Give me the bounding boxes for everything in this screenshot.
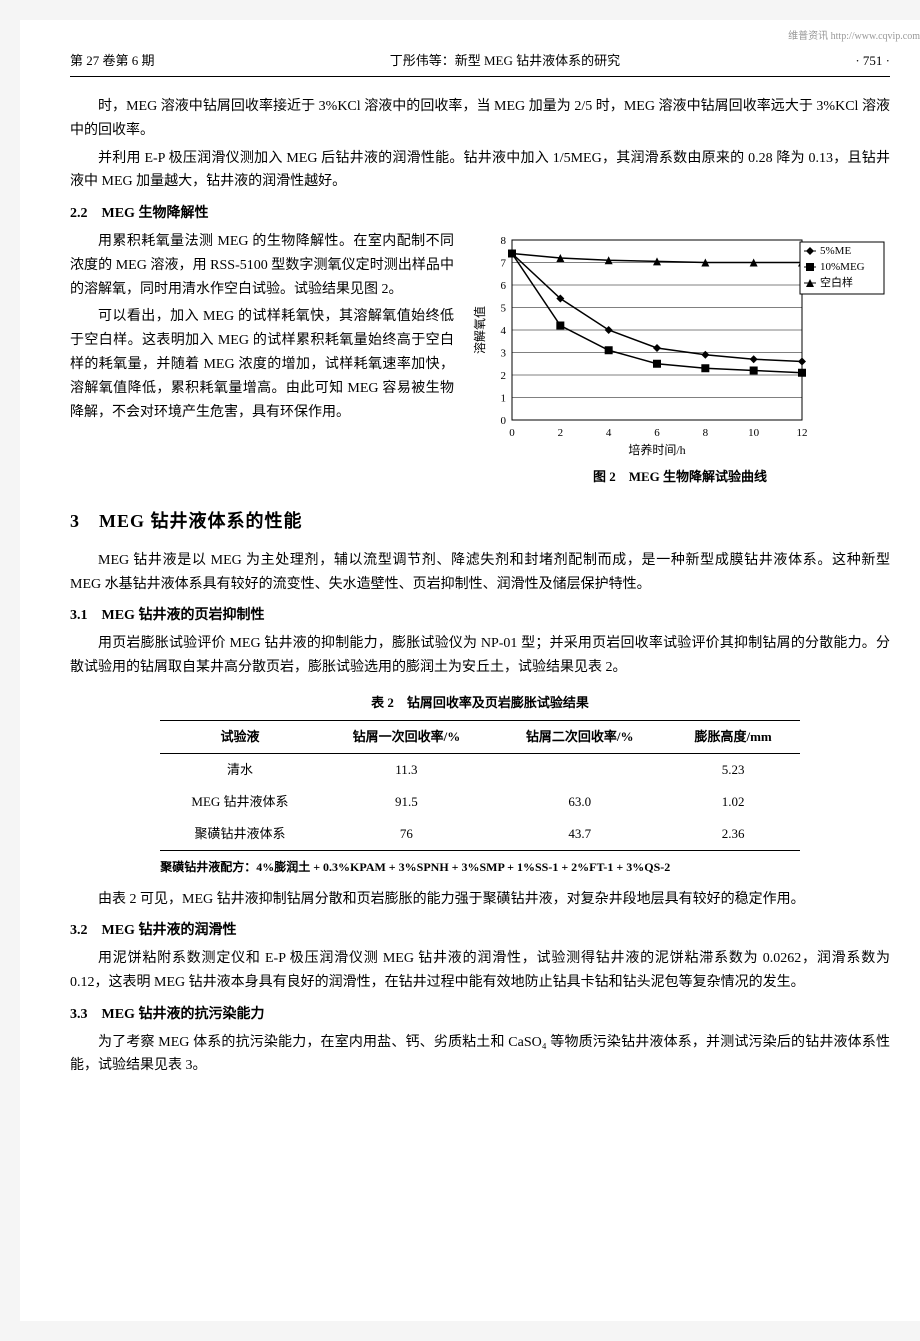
heading-3-1: 3.1 MEG 钻井液的页岩抑制性 (70, 604, 890, 628)
table-cell (493, 753, 666, 786)
s3-intro: MEG 钻井液是以 MEG 为主处理剂，辅以流型调节剂、降滤失剂和封堵剂配制而成… (70, 549, 890, 597)
table-cell: 91.5 (320, 786, 493, 818)
svg-text:12: 12 (797, 427, 808, 439)
table-2: 表 2 钻屑回收率及页岩膨胀试验结果 试验液钻屑一次回收率/%钻屑二次回收率/%… (160, 692, 800, 851)
heading-2-2: 2.2 MEG 生物降解性 (70, 202, 890, 226)
header-left: 第 27 卷第 6 期 (70, 50, 155, 72)
svg-text:空白样: 空白样 (820, 275, 853, 289)
svg-text:5%ME: 5%ME (820, 245, 851, 257)
svg-text:3: 3 (501, 348, 507, 360)
svg-text:10%MEG: 10%MEG (820, 261, 865, 273)
page: 维普资讯 http://www.cqvip.com 第 27 卷第 6 期 丁彤… (20, 20, 920, 1321)
section-2-2-text: 用累积耗氧量法测 MEG 的生物降解性。在室内配制不同浓度的 MEG 溶液，用 … (70, 230, 454, 428)
svg-text:2: 2 (501, 370, 507, 382)
table-row: 清水11.3 5.23 (160, 753, 800, 786)
section-2-2-body: 用累积耗氧量法测 MEG 的生物降解性。在室内配制不同浓度的 MEG 溶液，用 … (70, 230, 890, 488)
svg-text:4: 4 (606, 427, 612, 439)
svg-text:2: 2 (558, 427, 564, 439)
s22-para-1: 用累积耗氧量法测 MEG 的生物降解性。在室内配制不同浓度的 MEG 溶液，用 … (70, 230, 454, 301)
table-cell: 76 (320, 818, 493, 851)
svg-text:4: 4 (501, 325, 507, 337)
svg-text:8: 8 (703, 427, 709, 439)
table-2-col-header: 膨胀高度/mm (666, 720, 799, 753)
table-cell: 11.3 (320, 753, 493, 786)
biodegradation-chart: 012345678024681012培养时间/h溶解氧值5%ME10%MEG空白… (470, 230, 890, 460)
table-cell: 1.02 (666, 786, 799, 818)
table-row: MEG 钻井液体系91.563.01.02 (160, 786, 800, 818)
watermark: 维普资讯 http://www.cqvip.com (788, 28, 920, 45)
figure-2: 012345678024681012培养时间/h溶解氧值5%ME10%MEG空白… (470, 230, 890, 488)
heading-3: 3 MEG 钻井液体系的性能 (70, 506, 890, 537)
table-cell: MEG 钻井液体系 (160, 786, 320, 818)
intro-para-2: 并利用 E-P 极压润滑仪测加入 MEG 后钻井液的润滑性能。钻井液中加入 1/… (70, 147, 890, 195)
table-row: 聚磺钻井液体系7643.72.36 (160, 818, 800, 851)
s33-para: 为了考察 MEG 体系的抗污染能力，在室内用盐、钙、劣质粘土和 CaSO₄ 等物… (70, 1031, 890, 1079)
svg-text:5: 5 (501, 303, 507, 315)
svg-text:6: 6 (654, 427, 660, 439)
running-header: 第 27 卷第 6 期 丁彤伟等：新型 MEG 钻井液体系的研究 · 751 · (70, 50, 890, 77)
table-2-header-row: 试验液钻屑一次回收率/%钻屑二次回收率/%膨胀高度/mm (160, 720, 800, 753)
svg-text:7: 7 (501, 258, 507, 270)
table-2-col-header: 钻屑二次回收率/% (493, 720, 666, 753)
heading-3-2: 3.2 MEG 钻井液的润滑性 (70, 919, 890, 943)
svg-text:0: 0 (501, 415, 507, 427)
table-2-col-header: 钻屑一次回收率/% (320, 720, 493, 753)
heading-3-3: 3.3 MEG 钻井液的抗污染能力 (70, 1003, 890, 1027)
svg-text:6: 6 (501, 280, 507, 292)
intro-para-1: 时，MEG 溶液中钻屑回收率接近于 3%KCl 溶液中的回收率，当 MEG 加量… (70, 95, 890, 143)
table-cell: 清水 (160, 753, 320, 786)
header-right: · 751 · (855, 50, 890, 72)
table-cell: 聚磺钻井液体系 (160, 818, 320, 851)
svg-text:1: 1 (501, 393, 507, 405)
table-2-col-header: 试验液 (160, 720, 320, 753)
svg-text:溶解氧值: 溶解氧值 (472, 306, 487, 354)
table-cell: 63.0 (493, 786, 666, 818)
s32-para: 用泥饼粘附系数测定仪和 E-P 极压润滑仪测 MEG 钻井液的润滑性，试验测得钻… (70, 947, 890, 995)
svg-text:0: 0 (509, 427, 515, 439)
s31-para: 用页岩膨胀试验评价 MEG 钻井液的抑制能力，膨胀试验仪为 NP-01 型；并采… (70, 632, 890, 680)
svg-text:10: 10 (748, 427, 760, 439)
s22-para-2: 可以看出，加入 MEG 的试样耗氧快，其溶解氧值始终低于空白样。这表明加入 ME… (70, 305, 454, 424)
table-2-caption: 表 2 钻屑回收率及页岩膨胀试验结果 (160, 692, 800, 714)
svg-text:培养时间/h: 培养时间/h (628, 442, 685, 457)
s31-conclude: 由表 2 可见，MEG 钻井液抑制钻屑分散和页岩膨胀的能力强于聚磺钻井液，对复杂… (70, 888, 890, 912)
table-cell: 2.36 (666, 818, 799, 851)
table-2-footnote: 聚磺钻井液配方：4%膨润土 + 0.3%KPAM + 3%SPNH + 3%SM… (160, 857, 800, 877)
header-center: 丁彤伟等：新型 MEG 钻井液体系的研究 (155, 50, 856, 72)
figure-2-caption: 图 2 MEG 生物降解试验曲线 (470, 466, 890, 488)
svg-text:8: 8 (501, 235, 507, 247)
table-cell: 43.7 (493, 818, 666, 851)
table-cell: 5.23 (666, 753, 799, 786)
